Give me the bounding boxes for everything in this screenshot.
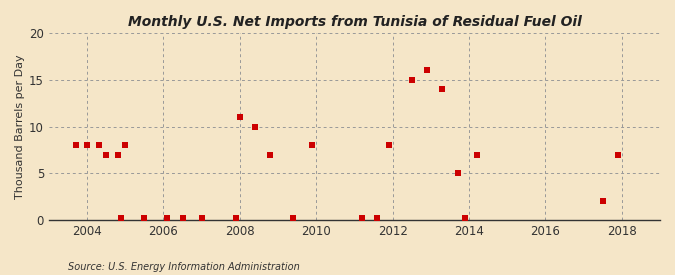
- Point: [231, 216, 242, 221]
- Point: [597, 199, 608, 204]
- Point: [307, 143, 318, 147]
- Point: [234, 115, 245, 119]
- Point: [112, 152, 123, 157]
- Text: Source: U.S. Energy Information Administration: Source: U.S. Energy Information Administ…: [68, 262, 299, 272]
- Point: [93, 143, 104, 147]
- Point: [288, 216, 299, 221]
- Point: [460, 216, 470, 221]
- Point: [613, 152, 624, 157]
- Point: [422, 68, 433, 73]
- Point: [116, 216, 127, 221]
- Point: [139, 216, 150, 221]
- Point: [177, 216, 188, 221]
- Point: [120, 143, 131, 147]
- Point: [437, 87, 448, 91]
- Point: [383, 143, 394, 147]
- Point: [356, 216, 367, 221]
- Point: [250, 124, 261, 129]
- Point: [372, 216, 383, 221]
- Point: [196, 216, 207, 221]
- Point: [265, 152, 276, 157]
- Y-axis label: Thousand Barrels per Day: Thousand Barrels per Day: [15, 54, 25, 199]
- Point: [70, 143, 81, 147]
- Point: [406, 78, 417, 82]
- Point: [452, 171, 463, 175]
- Title: Monthly U.S. Net Imports from Tunisia of Residual Fuel Oil: Monthly U.S. Net Imports from Tunisia of…: [128, 15, 581, 29]
- Point: [471, 152, 482, 157]
- Point: [162, 216, 173, 221]
- Point: [82, 143, 92, 147]
- Point: [101, 152, 111, 157]
